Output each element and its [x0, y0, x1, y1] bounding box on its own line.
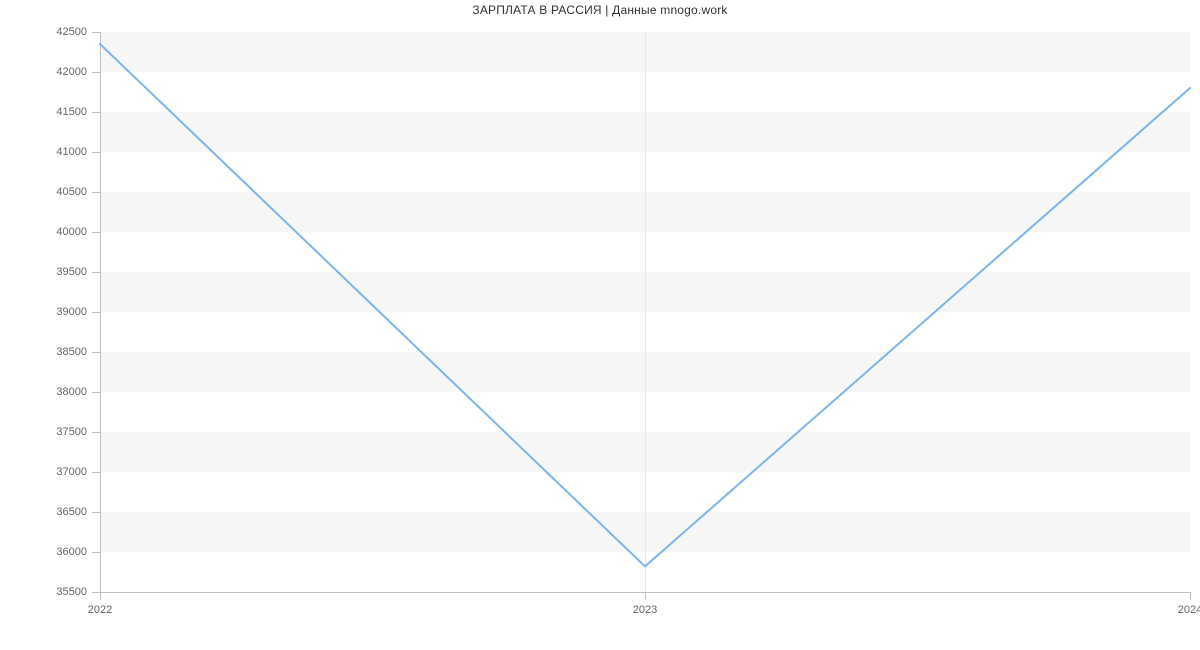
y-axis-label: 38000	[27, 386, 87, 398]
y-axis-label: 36000	[27, 546, 87, 558]
chart-container: ЗАРПЛАТА В РАССИЯ | Данные mnogo.work 35…	[0, 0, 1200, 650]
y-axis-label: 42000	[27, 66, 87, 78]
y-axis-label: 41000	[27, 146, 87, 158]
y-axis-label: 36500	[27, 506, 87, 518]
y-axis-label: 39500	[27, 266, 87, 278]
y-tick	[92, 432, 100, 433]
y-tick	[92, 472, 100, 473]
x-tick	[1190, 592, 1191, 600]
y-axis-label: 37500	[27, 426, 87, 438]
y-tick	[92, 512, 100, 513]
y-tick	[92, 72, 100, 73]
y-tick	[92, 152, 100, 153]
x-tick	[645, 592, 646, 600]
y-tick	[92, 272, 100, 273]
y-axis-label: 42500	[27, 26, 87, 38]
y-tick	[92, 192, 100, 193]
x-axis-label: 2024	[1178, 604, 1200, 616]
plot-area: 3550036000365003700037500380003850039000…	[100, 32, 1190, 592]
chart-title: ЗАРПЛАТА В РАССИЯ | Данные mnogo.work	[0, 3, 1200, 17]
y-tick	[92, 312, 100, 313]
x-axis-label: 2022	[88, 604, 112, 616]
y-axis-label: 41500	[27, 106, 87, 118]
y-axis-label: 40500	[27, 186, 87, 198]
y-tick	[92, 232, 100, 233]
y-axis-label: 35500	[27, 586, 87, 598]
y-axis-label: 39000	[27, 306, 87, 318]
series-salary	[100, 44, 1190, 566]
y-axis-label: 38500	[27, 346, 87, 358]
y-axis-label: 40000	[27, 226, 87, 238]
y-tick	[92, 552, 100, 553]
y-tick	[92, 592, 100, 593]
x-tick	[100, 592, 101, 600]
x-axis-label: 2023	[633, 604, 657, 616]
y-tick	[92, 32, 100, 33]
y-tick	[92, 352, 100, 353]
line-series	[100, 32, 1190, 592]
y-axis-label: 37000	[27, 466, 87, 478]
y-tick	[92, 112, 100, 113]
y-tick	[92, 392, 100, 393]
